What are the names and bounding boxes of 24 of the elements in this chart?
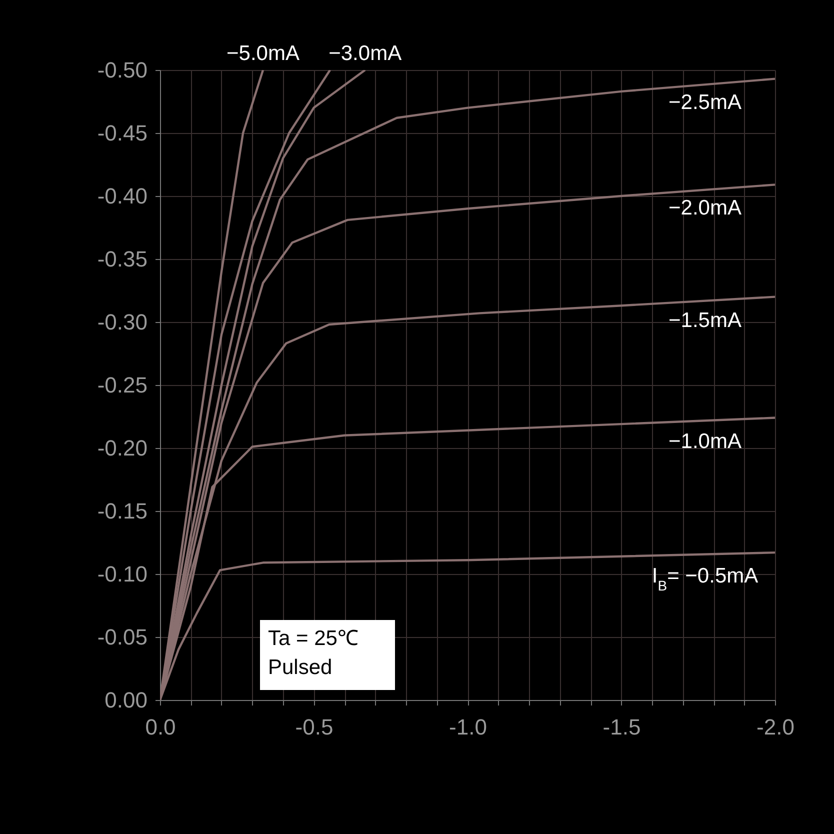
y-tick-label: -0.10 [97, 562, 148, 586]
y-tick-label: -0.05 [97, 624, 148, 650]
y-tick-label: 0.00 [104, 688, 148, 712]
annotation: Ta = 25℃ Pulsed [268, 627, 358, 679]
y-tick-label: -0.50 [97, 58, 148, 82]
y-tick-label: -0.35 [97, 246, 148, 272]
y-tick-label: -0.45 [97, 120, 148, 146]
series-label: −5.0mA [226, 42, 300, 65]
x-tick-label: -1.0 [449, 714, 487, 740]
series-label: −1.0mA [668, 430, 742, 453]
x-tick-label: -0.5 [295, 714, 334, 740]
x-tick-label: -1.5 [602, 714, 641, 740]
y-tick-label: -0.20 [97, 436, 148, 460]
y-tick-label: -0.30 [97, 310, 148, 334]
series-label: −3.0mA [328, 42, 402, 65]
y-tick-label: -0.40 [97, 184, 148, 208]
x-tick-label: -2.0 [756, 714, 794, 740]
series-label: I$_{B}$= −0.5mA [652, 564, 758, 594]
series-label: −2.0mA [668, 196, 742, 220]
series-label: −2.5mA [668, 90, 742, 114]
x-tick-label: 0.0 [145, 714, 176, 740]
y-tick-label: -0.15 [97, 498, 148, 524]
y-tick-label: -0.25 [97, 372, 148, 398]
series-label: −1.5mA [668, 308, 742, 332]
